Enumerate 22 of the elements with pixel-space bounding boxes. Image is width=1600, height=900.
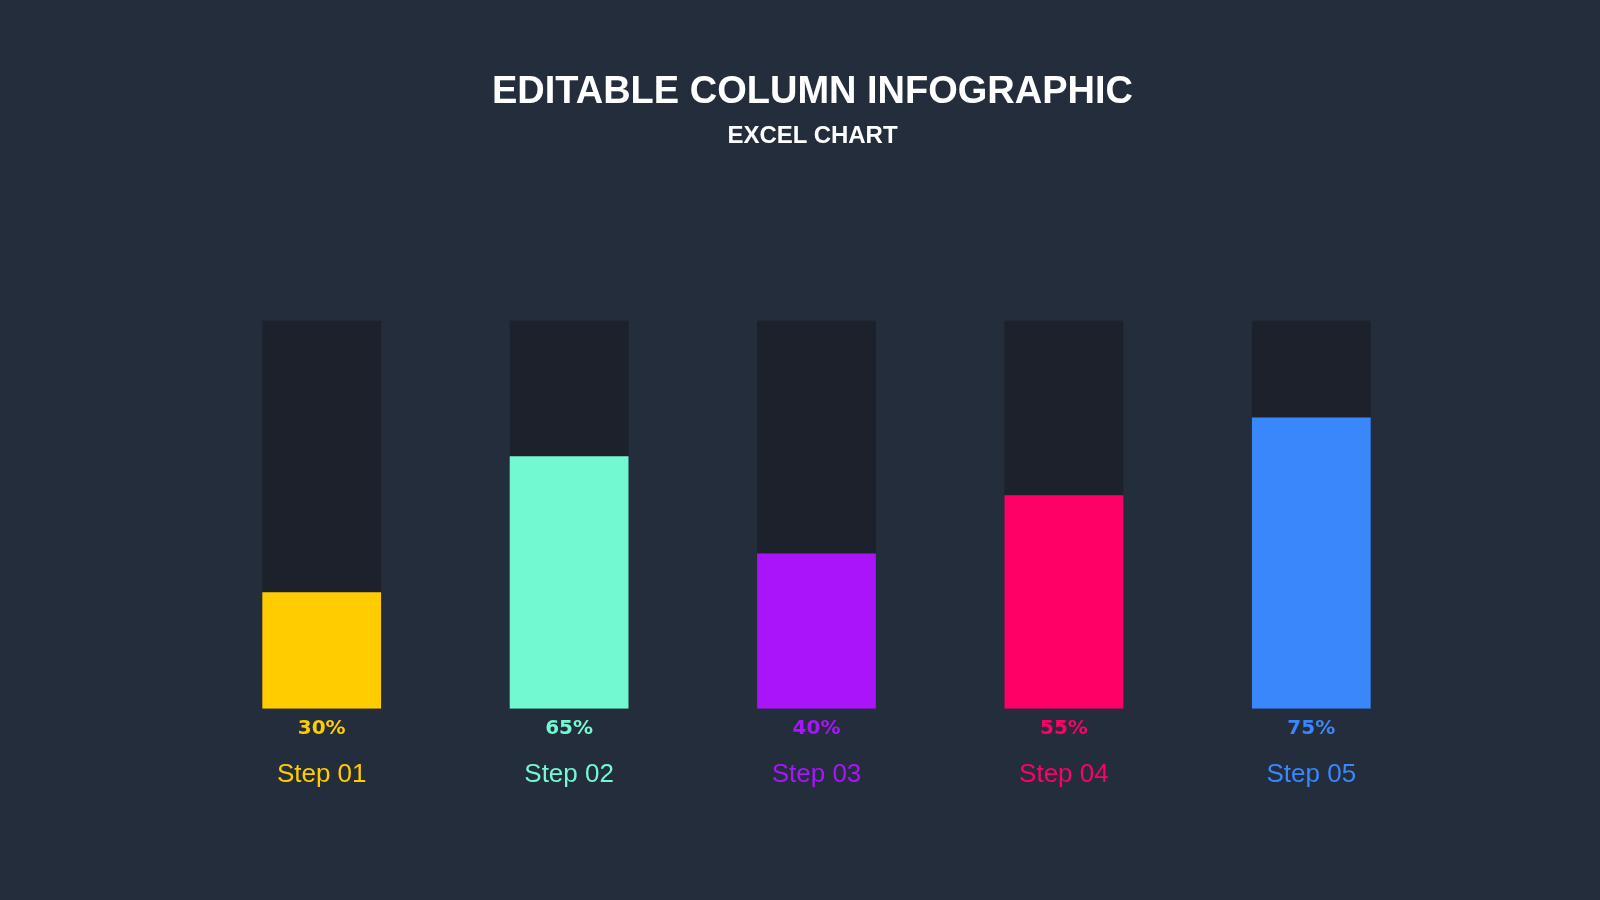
bar xyxy=(1251,320,1371,418)
bar xyxy=(757,320,876,554)
bar xyxy=(262,592,382,709)
data-label: 75% xyxy=(1287,715,1336,739)
bar xyxy=(509,456,629,709)
x-tick-label: Step 03 xyxy=(771,757,862,788)
data-label: 40% xyxy=(792,715,841,739)
data-label: 55% xyxy=(1039,715,1088,739)
x-tick-label: Step 04 xyxy=(1019,757,1109,788)
bar xyxy=(509,320,629,457)
bar xyxy=(1004,495,1124,709)
data-label: 65% xyxy=(545,715,594,739)
bar xyxy=(262,320,382,593)
bar xyxy=(1251,417,1371,709)
data-label: 30% xyxy=(297,715,346,739)
x-tick-label: Step 02 xyxy=(524,757,614,788)
x-tick-label: Step 05 xyxy=(1266,757,1357,788)
chart-title: EDITABLE COLUMN INFOGRAPHIC xyxy=(491,69,1134,112)
bar xyxy=(757,553,876,709)
x-tick-label: Step 01 xyxy=(276,757,367,788)
chart-subtitle: EXCEL CHART xyxy=(727,120,898,148)
bar xyxy=(1004,320,1124,496)
